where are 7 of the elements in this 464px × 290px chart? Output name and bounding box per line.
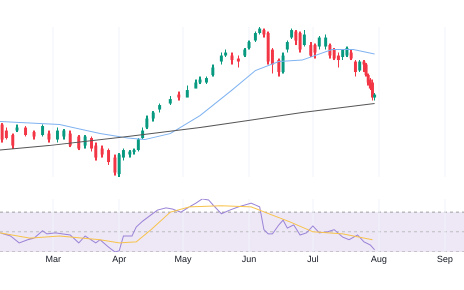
x-tick-label: Apr bbox=[112, 254, 126, 264]
x-tick-label: Sep bbox=[436, 254, 453, 264]
x-tick-label: Aug bbox=[370, 254, 387, 264]
x-tick-label: Jun bbox=[242, 254, 256, 264]
x-tick-label: Jul bbox=[307, 254, 319, 264]
x-tick-label: May bbox=[174, 254, 192, 264]
x-tick-label: Mar bbox=[45, 254, 61, 264]
